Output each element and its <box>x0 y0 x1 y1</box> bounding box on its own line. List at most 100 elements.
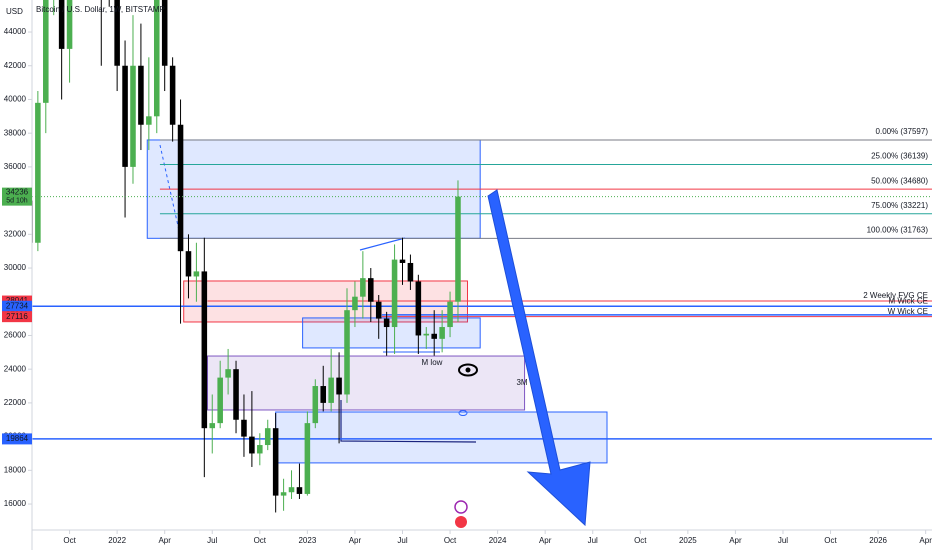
candle-body <box>336 377 342 395</box>
x-tick-label: 2023 <box>298 536 316 545</box>
price-tag <box>2 311 32 323</box>
y-tick-label: 32000 <box>4 229 27 238</box>
candle-body <box>138 65 144 125</box>
candle-body <box>375 301 382 319</box>
candle-body <box>455 196 461 302</box>
flag-icon <box>455 516 467 528</box>
candle-body <box>280 492 287 496</box>
fib-label: 100.00% (31763) <box>867 225 929 234</box>
x-tick-label: 2022 <box>108 536 126 545</box>
candle-body <box>153 0 160 117</box>
currency-label: USD <box>6 7 23 16</box>
candle-body <box>241 419 247 437</box>
chart-title: Bitcoin / U.S. Dollar, 1W, BITSTAMP <box>36 5 165 14</box>
y-tick-label: 40000 <box>4 95 27 104</box>
candle-body <box>225 369 231 378</box>
candle-body <box>43 0 49 103</box>
candle-body <box>249 436 255 454</box>
candle-body <box>423 333 430 336</box>
candle-body <box>217 377 223 424</box>
y-tick-label: 42000 <box>4 61 27 70</box>
x-tick-label: Oct <box>444 536 457 545</box>
x-tick-label: Oct <box>824 536 837 545</box>
price-tag <box>2 300 32 312</box>
eye-icon <box>458 363 478 377</box>
candle-body <box>368 278 374 302</box>
candle-body <box>352 296 358 311</box>
y-tick-label: 36000 <box>4 162 27 171</box>
range-line <box>340 400 477 443</box>
candle-body <box>312 386 319 424</box>
x-tick-label: Apr <box>919 536 932 545</box>
x-tick-label: Apr <box>158 536 171 545</box>
price-line-label: 2 Weekly FVG CE <box>863 291 928 300</box>
annotation: 3M <box>516 378 527 387</box>
candle-body <box>169 65 176 125</box>
candle-body <box>122 65 128 167</box>
x-tick-label: Apr <box>539 536 552 545</box>
x-tick-label: Apr <box>729 536 742 545</box>
price-tag-label: 19864 <box>6 434 29 443</box>
eye-icon-small <box>458 410 468 416</box>
fib-label: 25.00% (36139) <box>871 152 928 161</box>
y-tick-label: 24000 <box>4 364 27 373</box>
price-tag <box>2 433 32 445</box>
x-tick-label: Apr <box>349 536 362 545</box>
x-tick-label: Jul <box>397 536 407 545</box>
trend-line <box>359 237 406 251</box>
fib-label: 75.00% (33221) <box>871 201 928 210</box>
candle-body <box>35 102 41 243</box>
x-tick-label: 2026 <box>869 536 887 545</box>
price-tag-label: 27734 <box>6 301 29 310</box>
candle-body <box>407 262 414 282</box>
x-tick-label: Jul <box>588 536 598 545</box>
x-tick-label: 2024 <box>489 536 507 545</box>
candle-body <box>328 377 334 403</box>
price-line-label: M Wick CE <box>888 296 928 305</box>
candle-body <box>296 487 303 494</box>
y-tick-label: 22000 <box>4 398 27 407</box>
eye-pupil <box>465 367 471 373</box>
candle-body <box>288 487 295 493</box>
candle-body <box>58 0 65 49</box>
candle-body <box>264 428 271 446</box>
candle-body <box>233 369 239 420</box>
x-tick-label: Oct <box>63 536 76 545</box>
forecast-arrow <box>487 189 591 527</box>
candle-body <box>431 333 437 339</box>
candle-body <box>66 0 73 49</box>
x-tick-label: 2025 <box>679 536 697 545</box>
x-tick-label: Jul <box>778 536 788 545</box>
candle-body <box>439 327 445 339</box>
zone <box>302 317 481 349</box>
annotation: M low <box>422 358 443 367</box>
y-tick-label: 30000 <box>4 263 27 272</box>
zone <box>206 355 526 411</box>
last-price-tag <box>2 187 32 206</box>
candle-body <box>161 0 168 66</box>
event-icon <box>454 500 468 514</box>
last-price-label: 34236 <box>6 188 29 197</box>
candle-body <box>415 281 422 336</box>
fib-label: 50.00% (34680) <box>871 176 928 185</box>
countdown-label: 5d 10h <box>6 197 28 204</box>
candle-body <box>447 301 453 328</box>
candle-body <box>399 259 406 263</box>
candle-body <box>177 124 184 252</box>
candle-body <box>114 0 120 66</box>
candle-body <box>185 251 192 277</box>
candle-body <box>320 386 327 403</box>
x-tick-label: Oct <box>634 536 647 545</box>
candle-body <box>360 278 366 297</box>
price-line-label: W Wick CE <box>888 307 928 316</box>
candle-body <box>344 310 350 395</box>
candle-body <box>272 428 279 496</box>
candle-body <box>193 271 200 277</box>
y-tick-label: 44000 <box>4 27 27 36</box>
candle-body <box>146 116 152 125</box>
x-tick-label: Jul <box>207 536 217 545</box>
candle-body <box>391 259 398 328</box>
y-tick-label: 38000 <box>4 128 27 137</box>
candle-body <box>304 423 311 494</box>
